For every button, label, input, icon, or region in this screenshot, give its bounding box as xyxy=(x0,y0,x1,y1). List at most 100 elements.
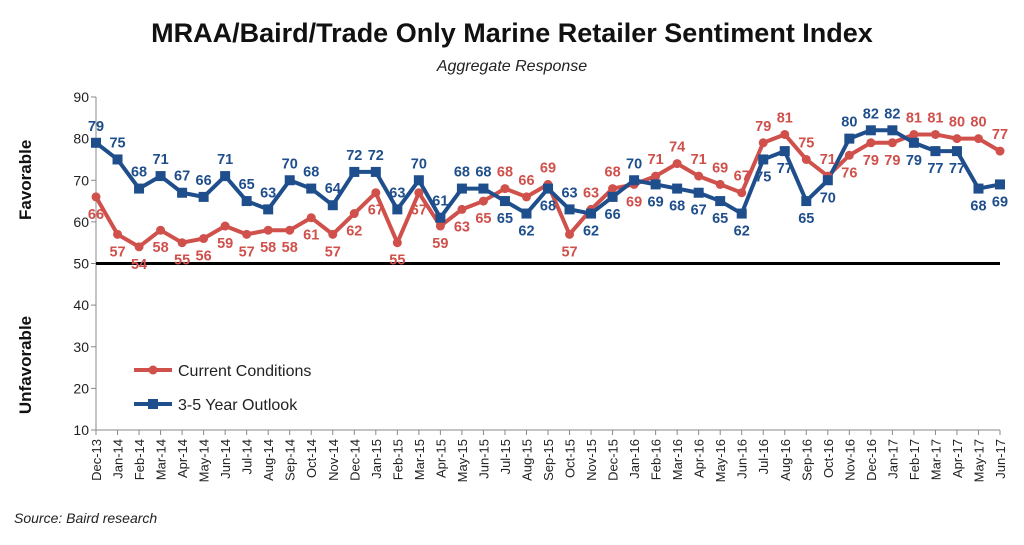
current-conditions-point xyxy=(887,138,897,148)
outlook-point xyxy=(908,137,919,148)
current-conditions-point xyxy=(478,196,488,206)
outlook-point xyxy=(306,183,317,194)
outlook-point xyxy=(779,146,790,157)
outlook-point xyxy=(456,183,467,194)
y-tick-label: 90 xyxy=(73,89,89,105)
y-tick-label: 60 xyxy=(73,214,89,230)
legend-marker xyxy=(148,399,158,409)
outlook-data-label: 80 xyxy=(841,115,857,131)
current-conditions-point xyxy=(371,188,381,198)
outlook-data-label: 70 xyxy=(411,156,427,172)
outlook-data-label: 72 xyxy=(368,148,384,164)
current-conditions-point xyxy=(694,171,704,181)
outlook-point xyxy=(543,183,553,194)
current-conditions-data-label: 56 xyxy=(196,249,212,265)
outlook-data-label: 68 xyxy=(303,165,319,181)
current-conditions-point xyxy=(715,179,725,189)
legend-label: Current Conditions xyxy=(178,363,311,380)
x-tick-label: Apr-16 xyxy=(692,439,707,478)
current-conditions-data-label: 79 xyxy=(884,153,900,169)
outlook-data-label: 68 xyxy=(669,199,685,215)
current-conditions-data-label: 58 xyxy=(282,240,298,256)
outlook-point xyxy=(801,196,812,207)
outlook-data-label: 65 xyxy=(712,211,728,227)
outlook-data-label: 82 xyxy=(863,106,879,122)
outlook-data-label: 68 xyxy=(131,165,147,181)
current-conditions-data-label: 75 xyxy=(798,135,814,151)
current-conditions-point xyxy=(521,192,531,202)
outlook-point xyxy=(629,175,640,186)
y-tick-label: 10 xyxy=(73,422,89,438)
outlook-data-label: 79 xyxy=(906,153,922,169)
legend-marker xyxy=(148,365,158,375)
current-conditions-data-label: 67 xyxy=(734,169,750,185)
current-conditions-data-label: 69 xyxy=(712,160,728,176)
x-tick-label: Nov-15 xyxy=(584,439,599,481)
x-tick-label: Mar-16 xyxy=(670,439,685,480)
current-conditions-point xyxy=(500,184,510,194)
current-conditions-data-label: 58 xyxy=(153,240,169,256)
outlook-point xyxy=(91,137,101,148)
outlook-data-label: 62 xyxy=(518,224,534,240)
outlook-data-label: 77 xyxy=(777,161,793,177)
current-conditions-point xyxy=(930,129,940,139)
current-conditions-data-label: 79 xyxy=(863,153,879,169)
current-conditions-point xyxy=(177,238,187,248)
current-conditions-data-label: 55 xyxy=(174,253,190,269)
current-conditions-data-label: 67 xyxy=(368,203,384,219)
current-conditions-point xyxy=(349,209,359,219)
outlook-point xyxy=(564,204,575,215)
outlook-point xyxy=(758,154,769,165)
x-tick-label: Oct-14 xyxy=(304,439,319,478)
x-tick-label: Nov-16 xyxy=(842,439,857,481)
outlook-point xyxy=(951,146,962,157)
current-conditions-data-label: 80 xyxy=(949,115,965,131)
x-tick-label: Feb-17 xyxy=(907,439,922,480)
current-conditions-data-label: 81 xyxy=(927,110,943,126)
outlook-data-label: 68 xyxy=(540,199,556,215)
outlook-data-label: 63 xyxy=(389,185,405,201)
outlook-point xyxy=(715,196,726,207)
current-conditions-data-label: 66 xyxy=(88,207,104,223)
outlook-data-label: 75 xyxy=(755,169,771,185)
x-tick-label: Aug-16 xyxy=(778,439,793,481)
current-conditions-point xyxy=(457,204,467,214)
current-conditions-point xyxy=(306,213,316,223)
outlook-point xyxy=(672,183,683,194)
current-conditions-point xyxy=(801,154,811,164)
current-conditions-point xyxy=(651,171,661,181)
x-tick-label: Sep-15 xyxy=(541,439,556,481)
x-tick-label: Feb-14 xyxy=(132,439,147,480)
current-conditions-point xyxy=(392,238,402,248)
current-conditions-point xyxy=(285,225,295,235)
outlook-data-label: 71 xyxy=(217,152,233,168)
outlook-point xyxy=(521,208,532,219)
current-conditions-data-label: 63 xyxy=(454,219,470,235)
x-tick-label: Dec-15 xyxy=(606,439,621,481)
outlook-data-label: 67 xyxy=(691,203,707,219)
current-conditions-data-label: 57 xyxy=(109,244,125,260)
outlook-data-label: 65 xyxy=(239,177,255,193)
current-conditions-data-label: 58 xyxy=(260,240,276,256)
current-conditions-point xyxy=(134,242,144,252)
current-conditions-data-label: 69 xyxy=(540,160,556,176)
outlook-point xyxy=(220,171,231,182)
current-conditions-data-label: 76 xyxy=(841,165,857,181)
x-tick-label: Dec-14 xyxy=(347,439,362,481)
y-tick-label: 40 xyxy=(73,297,89,313)
current-conditions-data-label: 62 xyxy=(346,224,362,240)
current-conditions-data-label: 55 xyxy=(389,253,405,269)
outlook-point xyxy=(198,191,209,202)
current-conditions-data-label: 81 xyxy=(906,110,922,126)
outlook-data-label: 79 xyxy=(88,119,104,135)
current-conditions-point xyxy=(737,188,747,198)
outlook-data-label: 70 xyxy=(282,156,298,172)
outlook-point xyxy=(693,187,704,198)
outlook-point xyxy=(413,175,424,186)
current-conditions-data-label: 67 xyxy=(411,203,427,219)
current-conditions-point xyxy=(113,229,123,239)
x-tick-label: May-15 xyxy=(455,439,470,482)
current-conditions-data-label: 59 xyxy=(217,236,233,252)
outlook-data-label: 62 xyxy=(734,224,750,240)
outlook-data-label: 71 xyxy=(153,152,169,168)
